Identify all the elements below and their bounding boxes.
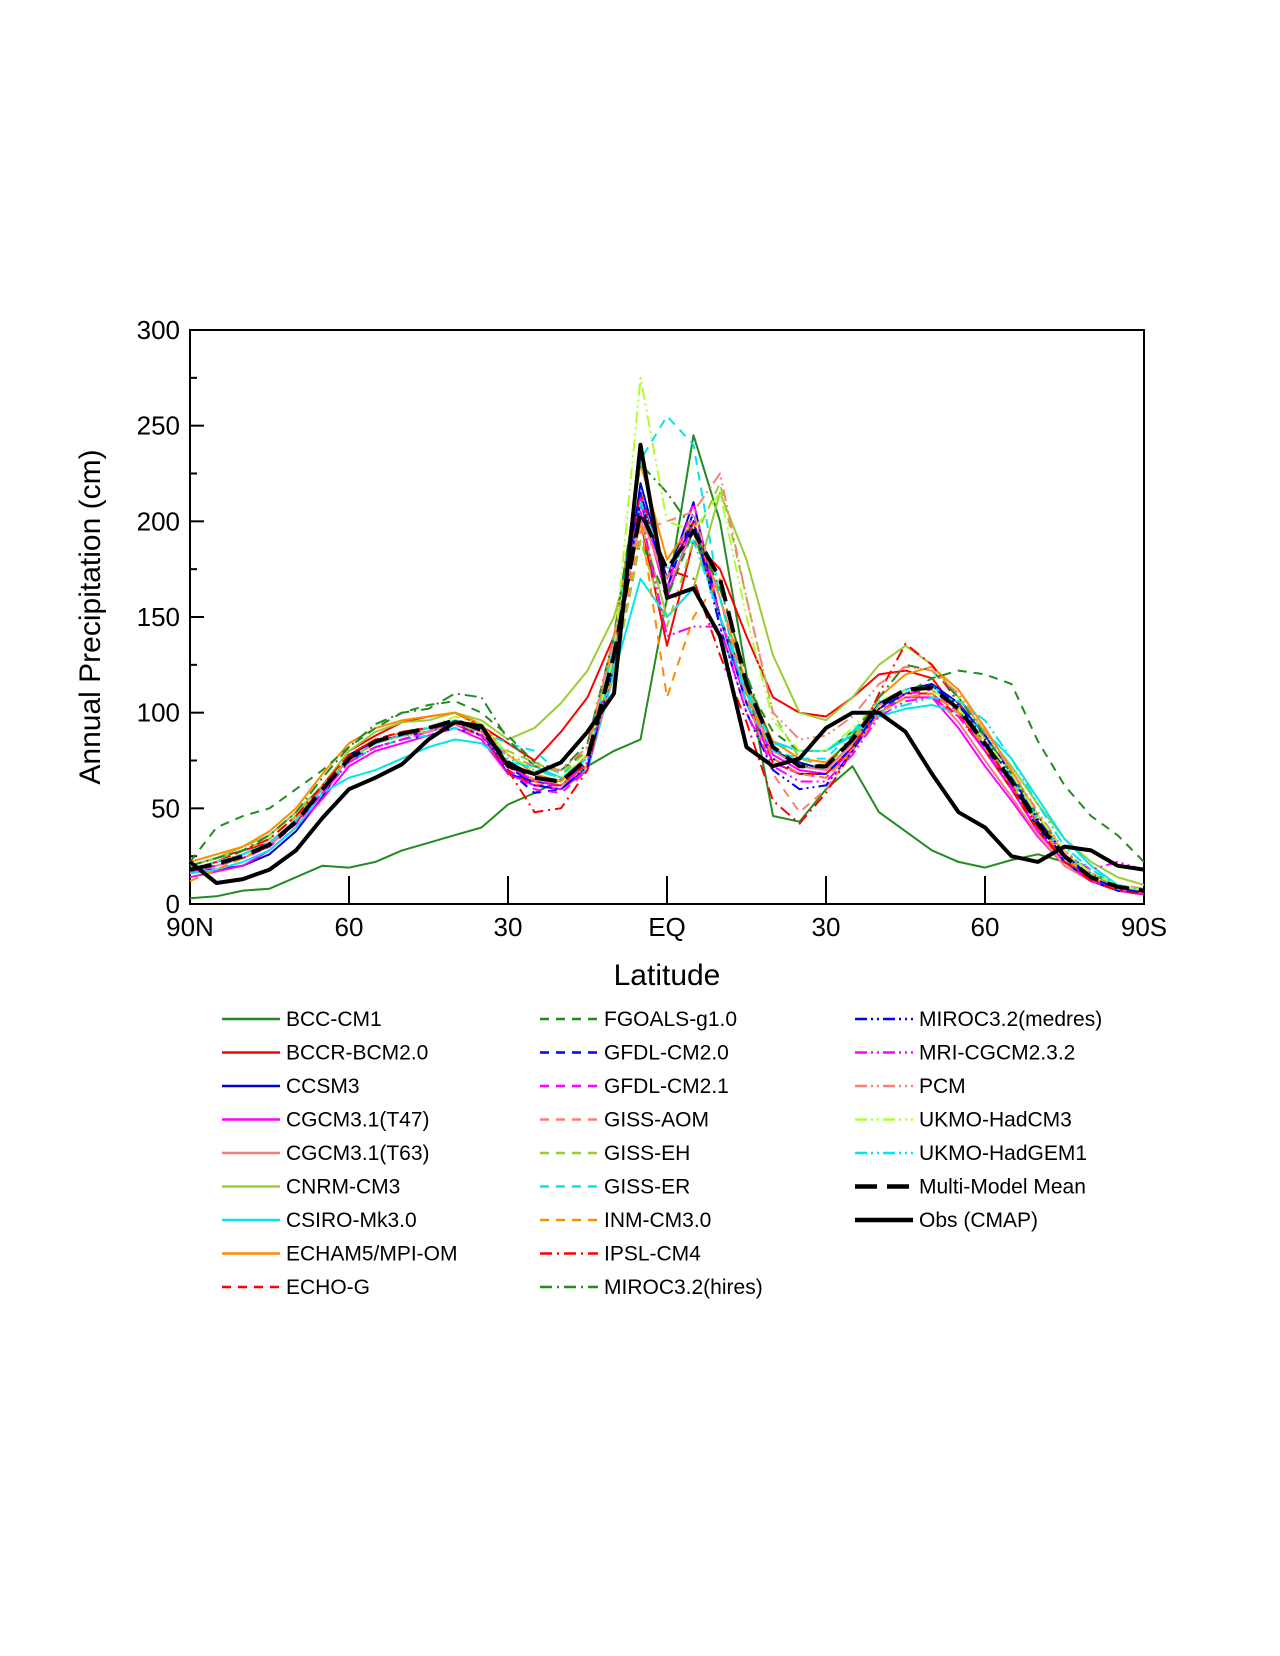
series-line xyxy=(189,501,1145,896)
legend-label: GISS-ER xyxy=(604,1176,690,1199)
y-tick-label: 150 xyxy=(137,602,180,632)
legend-label: Multi-Model Mean xyxy=(919,1176,1086,1199)
legend: BCC-CM1 BCCR-BCM2.0 CCSM3 CGCM3.1(T47) CGCM3… xyxy=(222,1008,1102,1299)
series-line xyxy=(189,501,1145,894)
series-line xyxy=(190,482,1145,894)
series-line xyxy=(189,520,1145,894)
x-tick-label: EQ xyxy=(648,912,686,942)
y-tick-label: 200 xyxy=(137,506,180,536)
legend-label: GFDL-CM2.0 xyxy=(604,1042,729,1065)
series-lines xyxy=(188,376,1145,900)
series-line xyxy=(189,376,1145,892)
x-tick-label: 60 xyxy=(335,912,364,942)
legend-label: GISS-EH xyxy=(604,1142,690,1165)
y-tick-label: 250 xyxy=(137,411,180,441)
legend-label: BCCR-BCM2.0 xyxy=(286,1042,428,1065)
legend-label: UKMO-HadGEM1 xyxy=(919,1142,1087,1165)
x-axis: 90N 60 30 EQ 30 60 90S xyxy=(166,876,1167,942)
series-line xyxy=(189,529,1145,863)
x-tick-label: 60 xyxy=(971,912,1000,942)
x-tick-label: 30 xyxy=(812,912,841,942)
series-line xyxy=(189,509,1145,893)
legend-label: MIROC3.2(medres) xyxy=(919,1008,1102,1031)
y-axis: 0 50 100 150 200 250 300 xyxy=(137,315,204,919)
legend-label: ECHO-G xyxy=(286,1276,370,1299)
series-line xyxy=(189,462,1145,892)
legend-label: INM-CM3.0 xyxy=(604,1209,711,1232)
legend-label: CNRM-CM3 xyxy=(286,1176,400,1199)
y-axis-title: Annual Precipitation (cm) xyxy=(74,449,107,784)
series-line xyxy=(189,510,1145,896)
legend-label: MIROC3.2(hires) xyxy=(604,1276,763,1299)
legend-label: CCSM3 xyxy=(286,1075,360,1098)
legend-label: GFDL-CM2.1 xyxy=(604,1075,729,1098)
y-tick-label: 0 xyxy=(166,889,180,919)
legend-label: MRI-CGCM2.3.2 xyxy=(919,1042,1075,1065)
series-line xyxy=(189,501,1145,896)
series-line xyxy=(189,482,1145,892)
y-tick-label: 50 xyxy=(151,793,180,823)
x-tick-label: 90S xyxy=(1121,912,1167,942)
legend-label: CSIRO-Mk3.0 xyxy=(286,1209,417,1232)
series-line xyxy=(189,462,1145,894)
series-line xyxy=(189,472,1145,890)
series-line xyxy=(189,491,1145,896)
series-line xyxy=(188,442,1145,885)
series-line xyxy=(189,510,1145,894)
series-line xyxy=(189,491,1145,896)
legend-label: CGCM3.1(T47) xyxy=(286,1109,430,1132)
series-line xyxy=(189,434,1145,900)
series-line xyxy=(189,491,1145,886)
x-tick-label: 90N xyxy=(166,912,214,942)
y-tick-label: 300 xyxy=(137,315,180,345)
legend-label: BCC-CM1 xyxy=(286,1008,382,1031)
legend-label: IPSL-CM4 xyxy=(604,1243,701,1266)
series-line xyxy=(189,510,1145,871)
legend-label: PCM xyxy=(919,1075,966,1098)
legend-label: UKMO-HadCM3 xyxy=(919,1109,1072,1132)
legend-label: GISS-AOM xyxy=(604,1109,709,1132)
series-line xyxy=(189,415,1145,892)
legend-label: FGOALS-g1.0 xyxy=(604,1008,737,1031)
legend-label: ECHAM5/MPI-OM xyxy=(286,1243,458,1266)
y-tick-label: 100 xyxy=(137,698,180,728)
x-tick-label: 30 xyxy=(494,912,523,942)
legend-label: Obs (CMAP) xyxy=(919,1209,1038,1232)
legend-label: CGCM3.1(T63) xyxy=(286,1142,430,1165)
x-axis-title: Latitude xyxy=(614,959,721,992)
